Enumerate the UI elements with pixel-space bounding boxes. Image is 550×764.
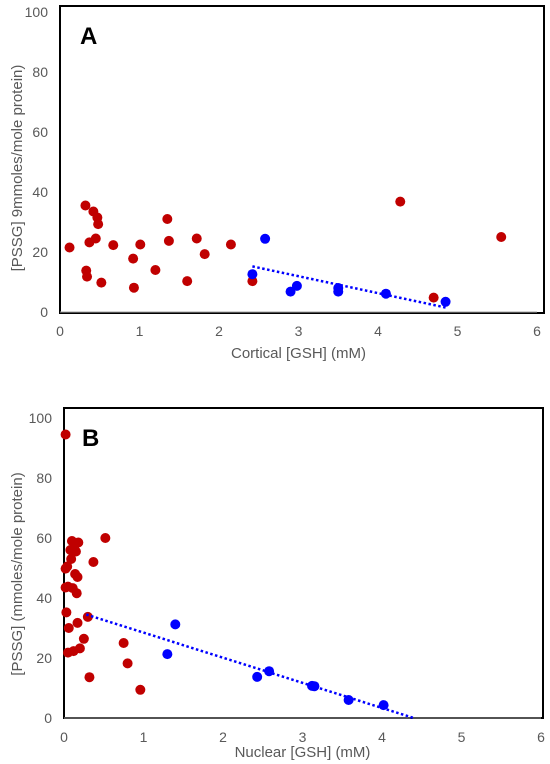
y-tick-label: 20 [36,650,52,666]
data-point-red [496,232,507,242]
data-point-red [60,429,71,440]
y-tick-label: 100 [25,4,49,20]
data-point-red [162,214,173,224]
data-point-red [128,282,139,293]
plot-frame [59,5,545,314]
data-point-red [182,276,193,287]
data-point-blue [252,671,263,682]
y-tick-label: 60 [32,124,48,140]
data-point-red [199,249,210,260]
y-tick-label: 60 [36,530,52,546]
data-point-blue [170,619,181,630]
x-tick-label: 0 [56,323,64,339]
data-point-blue [285,286,296,297]
data-point-red [135,239,146,250]
x-axis-title: Cortical [GSH] (mM) [231,345,366,362]
panel-letter: A [80,23,97,50]
data-point-red [163,235,174,246]
data-point-red [88,557,99,567]
data-point-red [96,277,107,288]
data-point-red [74,643,85,654]
data-point-red [80,200,91,211]
trendline [85,613,415,720]
data-point-blue [291,280,302,291]
trendline [252,265,446,309]
data-point-red [118,638,129,648]
data-point-red [64,242,75,253]
data-point-red [61,607,72,618]
data-point-red [90,233,101,244]
y-tick-label: 100 [29,410,53,426]
data-point-blue [264,666,275,677]
data-point-blue [343,695,354,705]
data-point-blue [333,286,344,297]
x-tick-label: 5 [458,729,466,745]
x-tick-label: 1 [140,729,148,745]
chart-panel-b: 0 20 40 60 80 100 0 1 2 3 4 5 6 Nuclear [GSH] (mM) [PS… [9,407,545,761]
data-point-red [225,239,236,250]
x-tick-label: 0 [60,729,68,745]
data-point-red [108,240,119,251]
data-point-red [428,292,439,303]
y-tick-label: 20 [32,244,48,260]
x-tick-label: 6 [537,729,545,745]
panel-letter: B [82,425,99,452]
x-axis-title: Nuclear [GSH] (mM) [235,744,371,761]
data-point-red [78,633,89,644]
plot-frame [63,407,544,719]
x-tick-label: 6 [533,323,541,339]
data-point-blue [162,649,173,660]
x-tick-label: 2 [215,323,223,339]
data-point-red [62,561,73,572]
x-tick-label: 4 [374,323,382,339]
data-point-red [247,276,258,287]
y-axis-title: [PSSG] 9mmoles/mole protein) [9,65,26,272]
data-point-blue [380,288,391,299]
chart-panel-a: 0 20 40 60 80 100 0 1 2 3 4 5 6 Cortical [GSH] (mM) [P… [9,4,545,362]
data-point-red [128,253,139,264]
x-tick-label: 2 [219,729,227,745]
data-point-red [72,617,83,628]
y-tick-label: 80 [36,470,52,486]
data-point-red [100,533,111,543]
y-axis-title: [PSSG] (mmoles/mole protein) [9,472,26,675]
data-point-red [70,546,81,557]
y-tick-label: 0 [44,710,52,726]
y-tick-label: 40 [36,590,52,606]
data-point-red [72,572,83,582]
data-point-red [84,672,95,683]
data-point-red [135,684,146,695]
x-tick-label: 5 [454,323,462,339]
data-point-blue [440,296,451,307]
y-tick-label: 40 [32,184,48,200]
data-point-blue [260,233,271,244]
x-tick-label: 3 [299,729,307,745]
data-point-red [122,658,133,669]
data-point-red [395,196,406,207]
data-point-red [63,623,74,633]
data-point-red [82,611,93,622]
x-tick-label: 1 [136,323,144,339]
data-point-red [82,271,93,282]
data-point-red [66,554,77,564]
data-point-red [191,233,202,244]
x-tick-label: 4 [378,729,386,745]
data-point-red [93,219,104,230]
data-point-red [73,537,84,548]
data-point-blue [247,269,258,280]
y-tick-label: 80 [32,64,48,80]
data-point-blue [378,700,389,711]
y-tick-label: 0 [40,304,48,320]
data-point-red [71,588,82,599]
x-tick-label: 3 [295,323,303,339]
data-point-red [150,265,161,275]
data-point-blue [309,681,320,692]
